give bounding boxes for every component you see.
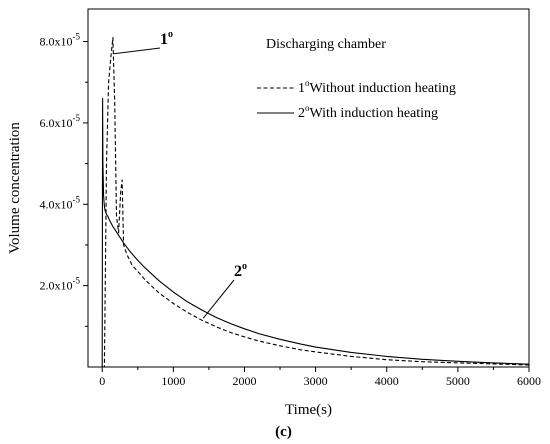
panel-label: (c) bbox=[275, 424, 292, 440]
series-line-1 bbox=[102, 36, 530, 368]
annotation-label-2: 2o bbox=[234, 261, 247, 280]
y-axis-title: Volume concentration bbox=[7, 122, 23, 254]
plot-frame bbox=[87, 8, 530, 368]
x-tick-label: 6000 bbox=[517, 374, 541, 388]
x-tick-label: 3000 bbox=[304, 374, 328, 388]
x-tick-label: 2000 bbox=[232, 374, 256, 388]
x-tick-label: 4000 bbox=[375, 374, 399, 388]
x-axis-title: Time(s) bbox=[285, 402, 332, 418]
y-tick-label: 8.0x10-5 bbox=[40, 32, 81, 49]
y-tick-label: 4.0x10-5 bbox=[40, 194, 81, 211]
series-line-2 bbox=[101, 97, 530, 368]
legend-entry-2: 2oWith induction heating bbox=[298, 103, 438, 121]
plot-layer bbox=[83, 8, 530, 372]
text-layer: Time(s) Volume concentration (c) Dischar… bbox=[7, 29, 541, 440]
annotation-leader-2 bbox=[202, 279, 235, 319]
annotation-label-1: 1o bbox=[160, 29, 173, 48]
x-tick-label: 1000 bbox=[161, 374, 185, 388]
y-tick-label: 6.0x10-5 bbox=[40, 113, 81, 130]
y-tick-label: 2.0x10-5 bbox=[40, 276, 81, 293]
x-tick-label: 0 bbox=[99, 374, 105, 388]
annotation-leader-1 bbox=[113, 47, 161, 55]
legend-title: Discharging chamber bbox=[266, 37, 386, 52]
legend-entry-1: 1oWithout induction heating bbox=[298, 78, 456, 96]
x-tick-label: 5000 bbox=[446, 374, 470, 388]
